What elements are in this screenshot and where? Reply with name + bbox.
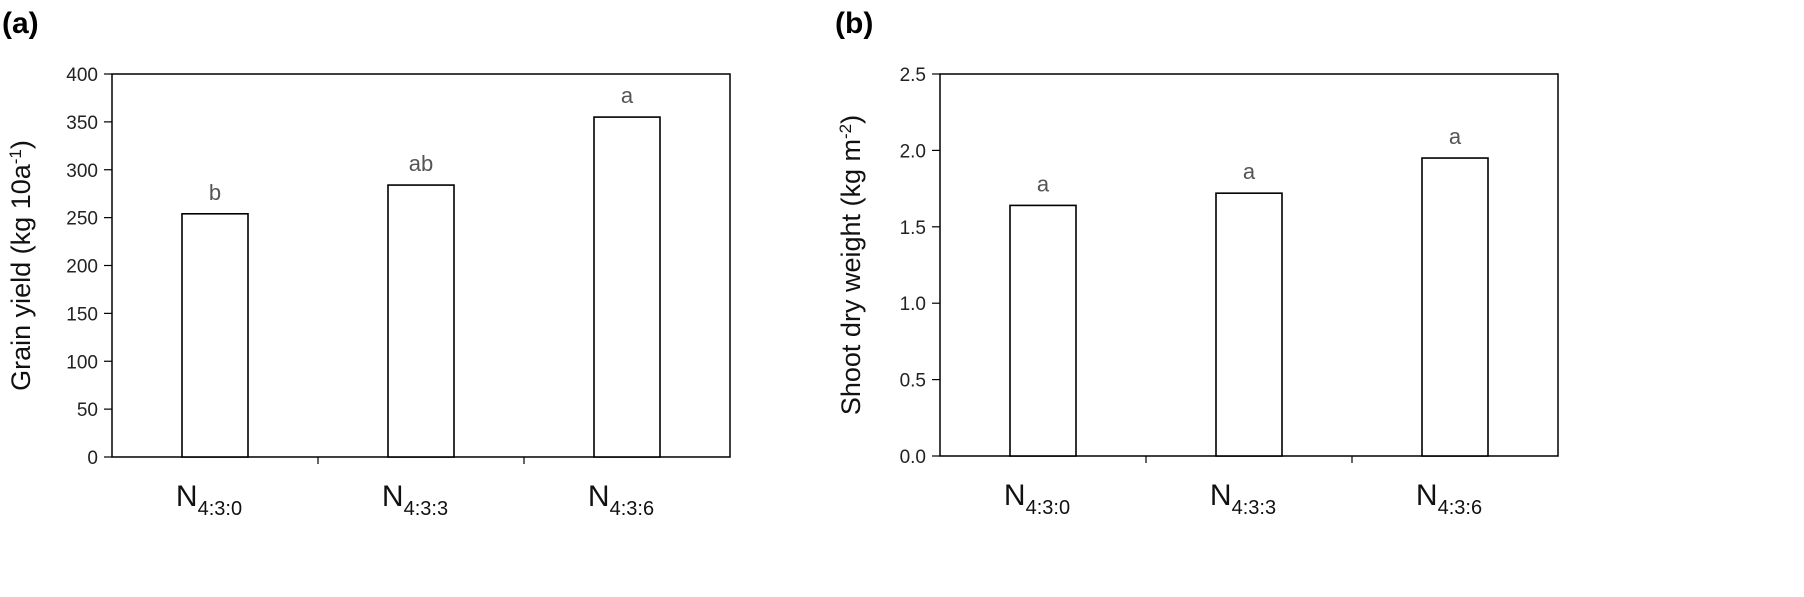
x-tick-label-main: N — [382, 480, 404, 513]
x-tick-label-main: N — [1416, 479, 1438, 512]
x-tick-label-main: N — [1004, 479, 1026, 512]
x-tick-label-subscript: 4:3:3 — [1232, 497, 1276, 519]
y-tick-label: 250 — [66, 209, 98, 230]
significance-label: a — [1243, 159, 1256, 184]
x-tick-label: N4:3:3 — [1210, 479, 1276, 519]
y-tick-label: 2.5 — [900, 65, 926, 86]
y-axis-title-text: Grain yield (kg 10a — [6, 163, 36, 391]
y-tick-label: 0 — [87, 448, 98, 469]
y-axis-title-superscript: -1 — [6, 149, 25, 164]
bar — [1009, 204, 1077, 457]
y-tick-label: 300 — [66, 161, 98, 182]
bar — [593, 116, 661, 458]
x-tick-label-main: N — [1210, 479, 1232, 512]
x-tick-label-subscript: 4:3:0 — [1026, 497, 1070, 519]
x-tick-label-subscript: 4:3:6 — [1438, 497, 1482, 519]
x-tick-label-subscript: 4:3:3 — [404, 498, 448, 520]
bar — [387, 184, 455, 458]
panel-label: (a) — [2, 7, 39, 40]
y-tick-label: 100 — [66, 352, 98, 373]
significance-label: b — [209, 180, 221, 205]
significance-label: a — [621, 83, 634, 108]
y-tick-label: 0.0 — [900, 447, 926, 468]
panel-label: (b) — [835, 7, 873, 40]
y-tick-label: 1.5 — [900, 218, 926, 239]
y-tick-label: 400 — [66, 65, 98, 86]
bar — [181, 212, 249, 458]
chart-panel-a: (a) 0 50 100 150 200 250 300 350 400 Grain yield (… — [2, 7, 731, 520]
y-axis-title: Shoot dry weight (kg m-2) — [836, 115, 867, 415]
y-tick-label: 150 — [66, 304, 98, 325]
x-tick-label: N4:3:0 — [1004, 479, 1070, 519]
x-tick-label-subscript: 4:3:6 — [610, 498, 654, 520]
significance-label: a — [1449, 124, 1462, 149]
y-tick-label: 0.5 — [900, 371, 926, 392]
x-tick-label-main: N — [588, 480, 610, 513]
x-tick-label: N4:3:0 — [176, 480, 242, 520]
significance-label: a — [1037, 171, 1050, 196]
x-tick-label: N4:3:3 — [382, 480, 448, 520]
y-tick-label: 50 — [77, 400, 98, 421]
bar — [1215, 192, 1283, 457]
y-tick-label: 2.0 — [900, 141, 926, 162]
x-tick-label-main: N — [176, 480, 198, 513]
significance-label: ab — [409, 151, 433, 176]
y-axis-title-superscript: -2 — [836, 124, 855, 139]
y-tick-label: 200 — [66, 257, 98, 278]
y-axis-title-end: ) — [6, 140, 36, 149]
chart-panel-b: (b) 0.0 0.5 1.0 1.5 2.0 2.5 Shoot dry weight (k… — [835, 7, 1559, 519]
bar — [1421, 157, 1489, 457]
x-tick-label: N4:3:6 — [588, 480, 654, 520]
y-axis-title: Grain yield (kg 10a-1) — [6, 140, 37, 391]
y-tick-label: 350 — [66, 113, 98, 134]
y-axis-title-text: Shoot dry weight (kg m — [836, 139, 866, 415]
y-tick-label: 1.0 — [900, 294, 926, 315]
x-tick-label: N4:3:6 — [1416, 479, 1482, 519]
y-axis-title-end: ) — [836, 115, 866, 124]
x-tick-label-subscript: 4:3:0 — [198, 498, 242, 520]
